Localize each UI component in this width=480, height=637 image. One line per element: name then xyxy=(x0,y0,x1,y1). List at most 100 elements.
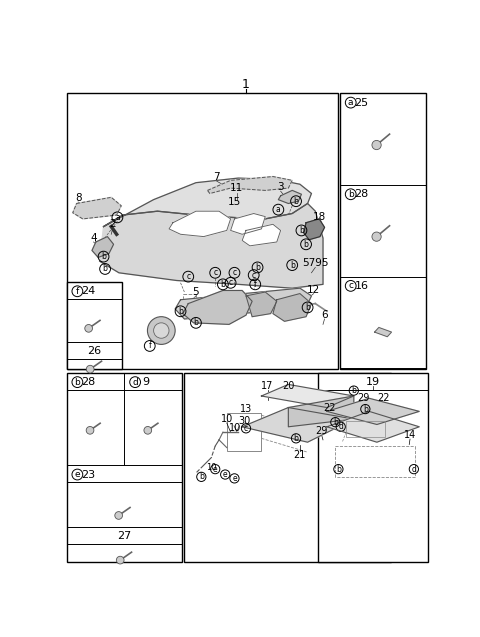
Text: 22: 22 xyxy=(377,393,389,403)
Circle shape xyxy=(144,427,152,434)
Circle shape xyxy=(116,556,124,564)
Circle shape xyxy=(86,427,94,434)
Polygon shape xyxy=(374,327,392,337)
Text: 27: 27 xyxy=(117,531,132,541)
Text: 1: 1 xyxy=(242,78,250,90)
Circle shape xyxy=(154,323,169,338)
Polygon shape xyxy=(175,288,312,319)
Polygon shape xyxy=(288,396,354,427)
Text: 8: 8 xyxy=(75,193,82,203)
Text: b: b xyxy=(290,261,295,269)
Polygon shape xyxy=(278,190,301,203)
Polygon shape xyxy=(169,211,230,236)
Text: 28: 28 xyxy=(81,377,95,387)
Text: b: b xyxy=(333,418,338,427)
Text: 2: 2 xyxy=(109,219,116,229)
Text: b: b xyxy=(193,318,198,327)
Text: c: c xyxy=(244,424,248,433)
Text: a: a xyxy=(348,98,353,107)
Text: 19: 19 xyxy=(366,377,380,387)
Text: b: b xyxy=(74,378,80,387)
Polygon shape xyxy=(327,412,419,442)
Text: 10: 10 xyxy=(206,463,216,472)
Text: 29: 29 xyxy=(358,393,370,403)
Polygon shape xyxy=(242,224,281,246)
Text: f: f xyxy=(254,280,257,289)
Text: 20: 20 xyxy=(282,381,295,391)
Text: 5: 5 xyxy=(192,287,199,297)
Text: f: f xyxy=(76,287,79,296)
Text: 12: 12 xyxy=(307,285,320,295)
Text: b: b xyxy=(220,280,225,289)
Text: a: a xyxy=(276,205,281,214)
Polygon shape xyxy=(92,236,114,257)
Text: f: f xyxy=(148,341,151,350)
Text: e: e xyxy=(74,470,80,479)
Bar xyxy=(318,373,429,562)
Text: 22: 22 xyxy=(324,403,336,413)
Text: b: b xyxy=(305,303,310,312)
Polygon shape xyxy=(242,408,354,442)
Bar xyxy=(340,94,426,369)
Text: c: c xyxy=(232,268,237,277)
Text: b: b xyxy=(348,190,354,199)
Circle shape xyxy=(86,365,94,373)
Text: 7: 7 xyxy=(214,171,220,182)
Polygon shape xyxy=(230,213,265,234)
Text: 26: 26 xyxy=(87,347,101,356)
Text: b: b xyxy=(351,386,356,395)
Text: 28: 28 xyxy=(354,189,369,199)
Text: b: b xyxy=(255,263,260,272)
Text: a: a xyxy=(115,213,120,222)
Text: d: d xyxy=(132,378,138,387)
Text: b: b xyxy=(103,264,108,273)
Circle shape xyxy=(147,317,175,345)
Text: 3: 3 xyxy=(277,182,284,192)
Text: b: b xyxy=(299,226,304,235)
Bar xyxy=(184,373,391,562)
Text: e: e xyxy=(223,470,228,479)
Text: 29: 29 xyxy=(315,426,328,436)
Text: b: b xyxy=(101,252,106,261)
Text: b: b xyxy=(304,240,309,249)
Text: e: e xyxy=(232,474,237,483)
Text: b: b xyxy=(363,404,368,413)
Text: b: b xyxy=(294,197,299,206)
Polygon shape xyxy=(304,219,324,240)
Text: 5795: 5795 xyxy=(302,258,328,268)
Text: 21: 21 xyxy=(294,450,306,461)
Text: 13: 13 xyxy=(240,404,252,414)
Text: 14: 14 xyxy=(404,430,416,440)
Polygon shape xyxy=(246,292,277,317)
Polygon shape xyxy=(104,178,312,227)
Polygon shape xyxy=(273,294,312,321)
Text: d: d xyxy=(338,422,343,431)
Bar xyxy=(227,413,262,452)
Text: b: b xyxy=(178,307,183,316)
Text: c: c xyxy=(252,271,256,280)
Text: 23: 23 xyxy=(81,469,95,480)
Text: b: b xyxy=(336,464,341,474)
Text: 15: 15 xyxy=(228,197,241,207)
Circle shape xyxy=(85,324,93,333)
Circle shape xyxy=(372,232,381,241)
Text: 16: 16 xyxy=(355,281,369,291)
Polygon shape xyxy=(73,197,121,219)
Text: 9: 9 xyxy=(143,377,149,387)
Polygon shape xyxy=(262,385,354,408)
Polygon shape xyxy=(327,398,419,424)
Text: 10: 10 xyxy=(221,414,233,424)
Bar xyxy=(67,94,337,369)
Text: 25: 25 xyxy=(354,97,369,108)
Text: 30: 30 xyxy=(239,415,251,426)
Text: 11: 11 xyxy=(230,183,243,193)
Polygon shape xyxy=(207,176,292,194)
Text: c: c xyxy=(228,278,233,287)
Bar xyxy=(346,422,384,437)
Text: b: b xyxy=(294,434,299,443)
Polygon shape xyxy=(100,203,323,288)
Circle shape xyxy=(372,140,381,150)
Text: d: d xyxy=(411,464,416,474)
Text: c: c xyxy=(348,282,353,290)
Bar xyxy=(67,373,182,562)
